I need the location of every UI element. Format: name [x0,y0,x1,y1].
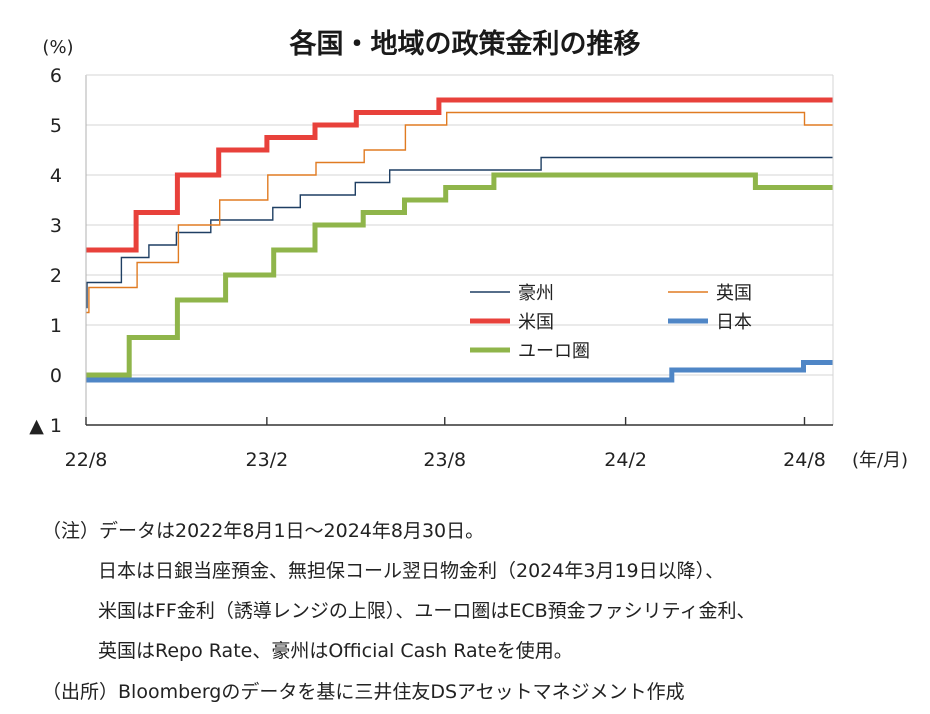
x-tick-label: 23/2 [246,449,289,471]
grid-lines [86,124,833,376]
tick-labels: 6 5 4 3 2 1 0 ▲ 1 (%) 22/8 23/2 23/8 24/2 24/8 (年/月) [29,37,908,471]
series-line-ユーロ圏 [86,172,833,378]
y-tick-label: 3 [50,215,62,237]
x-axis-unit-label: (年/月) [852,450,908,471]
y-tick-label: 5 [50,115,62,137]
note-line-4: 英国はRepo Rate、豪州はOfficial Cash Rateを使用。 [98,640,573,662]
y-axis-unit-label: (%) [42,37,73,58]
legend-label: ユーロ圏 [518,341,590,362]
y-tick-label: ▲ 1 [29,415,62,437]
y-tick-label: 6 [50,65,62,87]
y-tick-label: 1 [50,315,62,337]
y-tick-label: 2 [50,265,62,287]
legend-label: 米国 [518,312,554,333]
legend-label: 英国 [716,283,752,304]
series-line-英国 [86,111,833,314]
x-tick-label: 24/8 [783,449,826,471]
chart-title: 各国・地域の政策金利の推移 [289,29,641,60]
source-line: （出所）Bloombergのデータを基に三井住友DSアセットマネジメント作成 [42,681,685,703]
series-lines [86,97,833,383]
y-tick-label: 4 [50,165,62,187]
y-tick-label: 0 [50,365,62,387]
x-tick-label: 22/8 [65,449,108,471]
legend-label: 豪州 [518,283,554,304]
series-line-豪州 [86,156,833,309]
x-tick-label: 24/2 [604,449,647,471]
note-line-2: 日本は日銀当座預金、無担保コール翌日物金利（2024年3月19日以降）、 [98,560,725,582]
axes [85,74,834,426]
x-tick-label: 23/8 [423,449,466,471]
series-line-日本 [86,360,833,383]
legend-label: 日本 [716,312,752,333]
series-line-米国 [86,97,833,253]
line-chart: 6 5 4 3 2 1 0 ▲ 1 (%) 22/8 23/2 23/8 24/2 24/8 (年/月) 豪… [29,37,908,471]
note-line-3: 米国はFF金利（誘導レンジの上限）、ユーロ圏はECB預金ファシリティ金利、 [98,600,756,622]
note-line-1: （注）データは2022年8月1日～2024年8月30日。 [42,520,485,542]
